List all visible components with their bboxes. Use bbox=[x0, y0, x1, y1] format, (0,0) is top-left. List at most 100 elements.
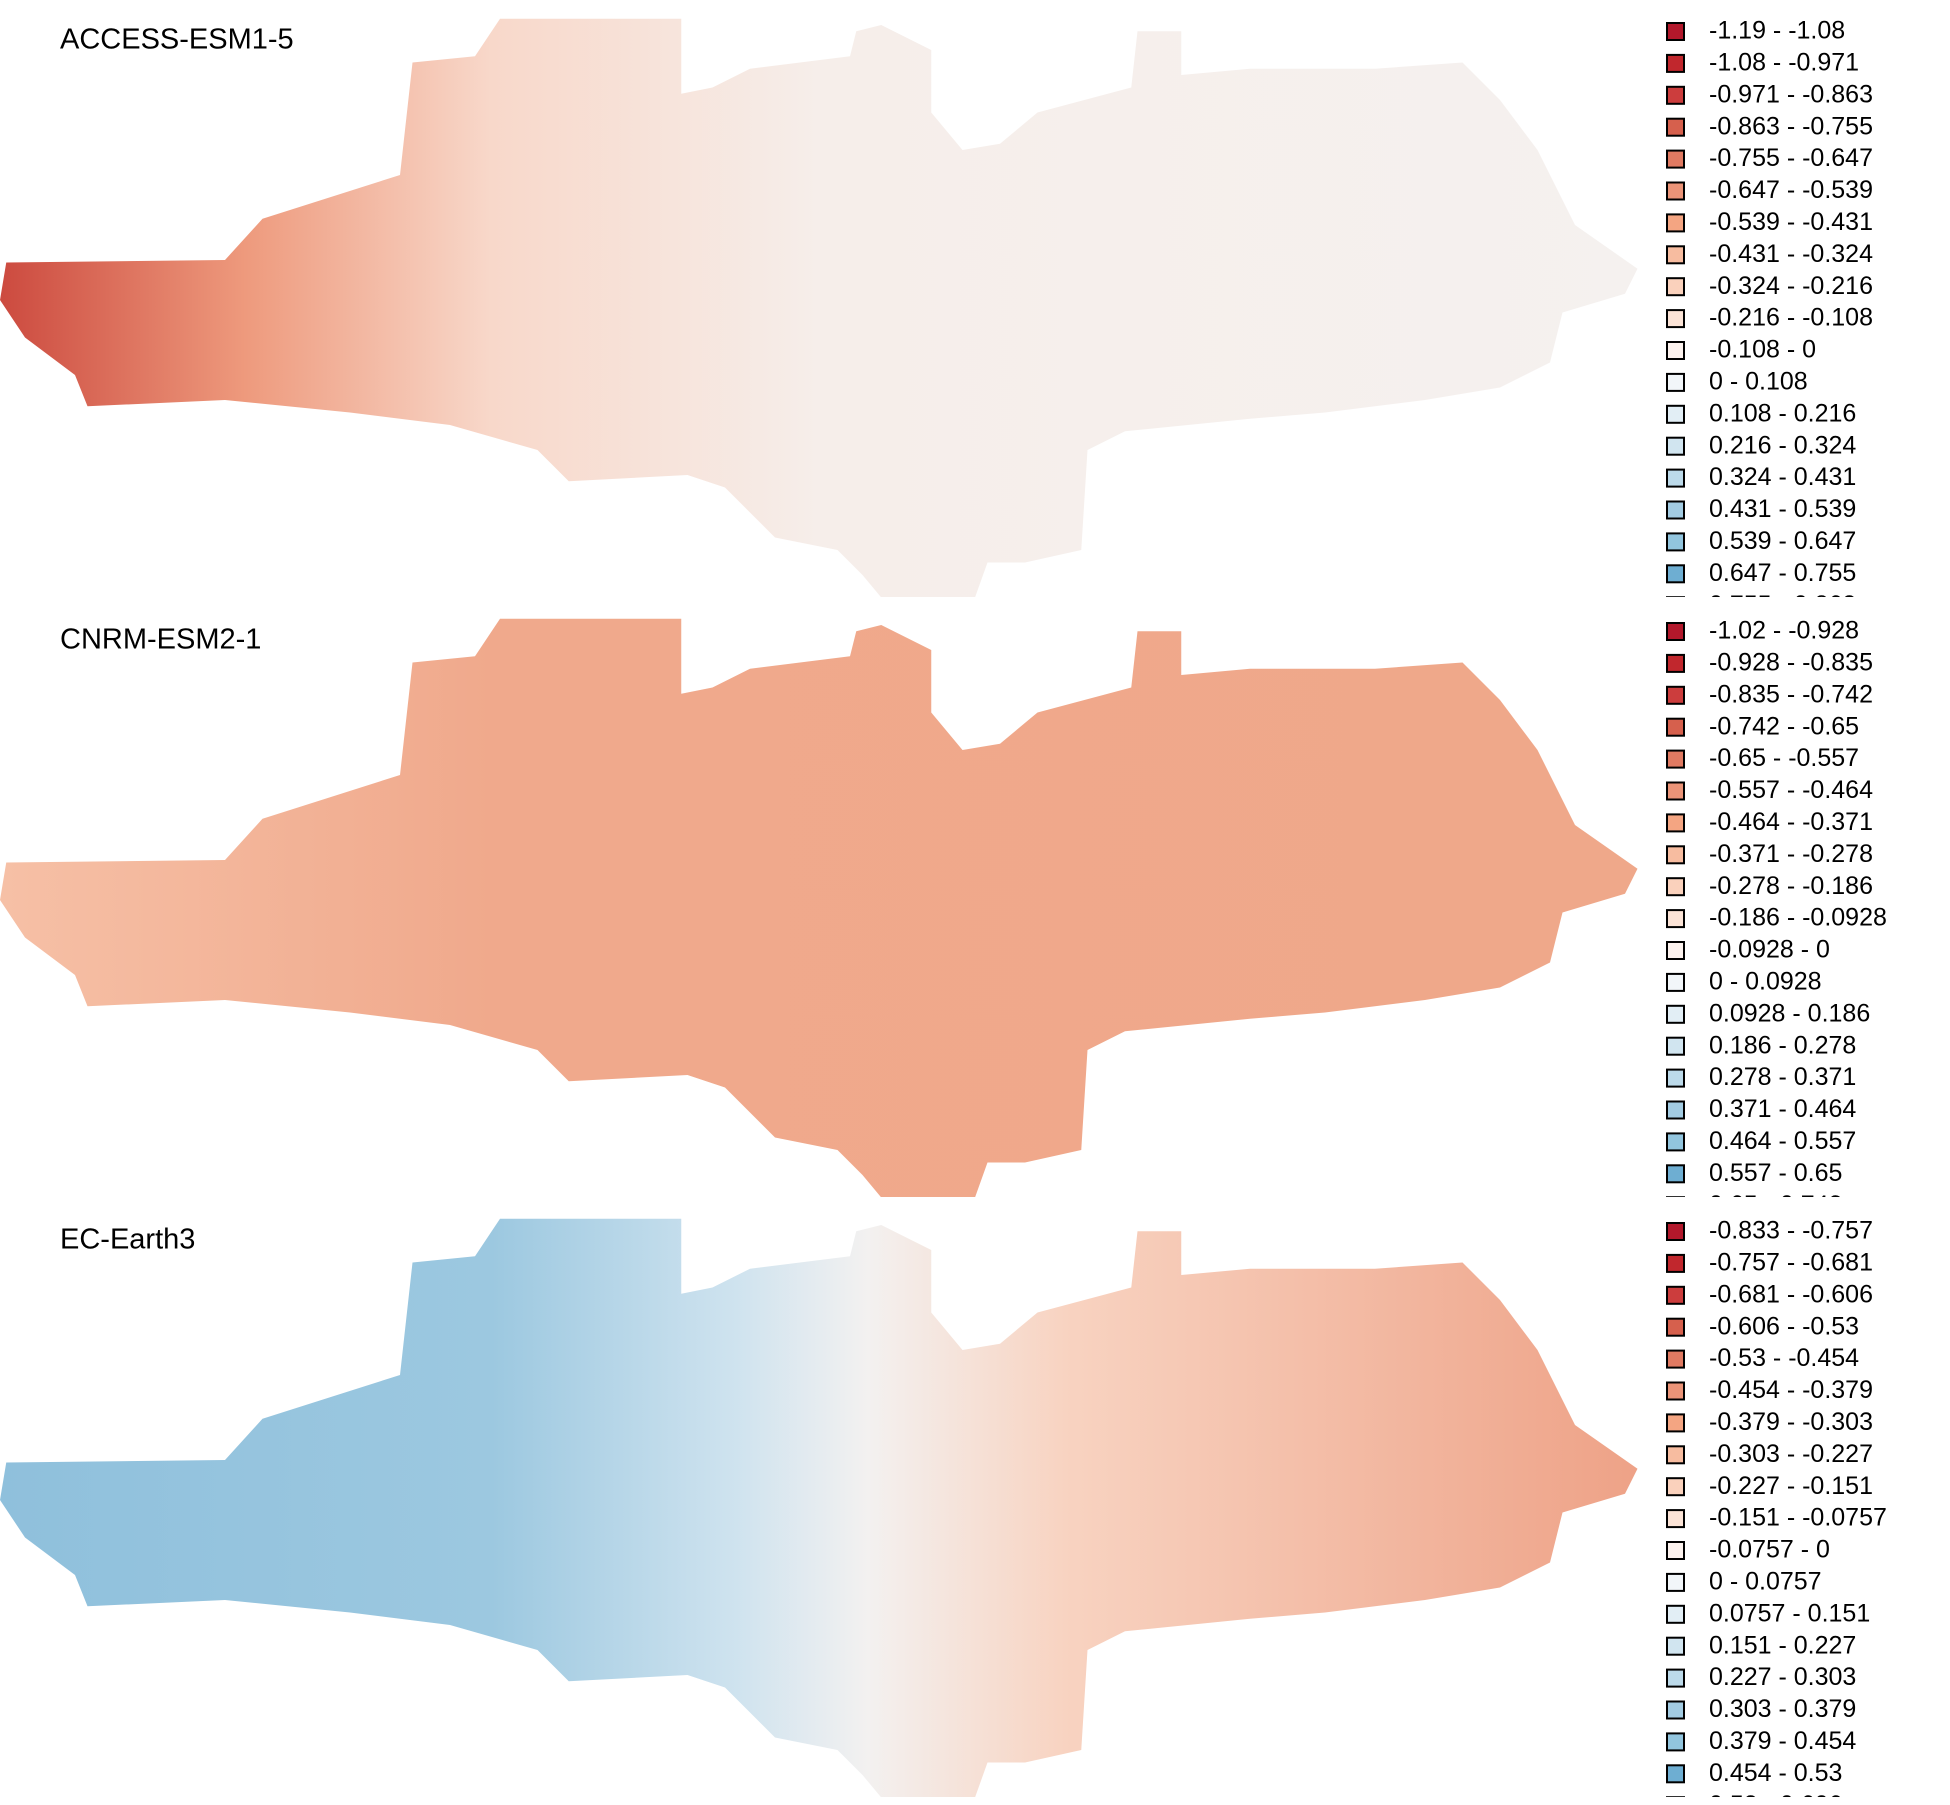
legend-label: -1.08 - -0.971 bbox=[1709, 49, 1859, 77]
legend-swatch bbox=[1666, 1164, 1685, 1184]
legend-swatch bbox=[1666, 749, 1685, 769]
legend-label: -0.928 - -0.835 bbox=[1709, 649, 1873, 677]
legend-swatch bbox=[1666, 1413, 1685, 1433]
legend-swatch bbox=[1666, 309, 1685, 329]
legend-swatch bbox=[1666, 717, 1685, 737]
legend-label: 0.454 - 0.53 bbox=[1709, 1759, 1842, 1787]
legend-label: 0.303 - 0.379 bbox=[1709, 1695, 1856, 1723]
legend-swatch bbox=[1666, 909, 1685, 929]
legend-swatch bbox=[1666, 22, 1685, 41]
legend-label: -1.02 - -0.928 bbox=[1709, 617, 1859, 645]
legend-swatch bbox=[1666, 813, 1685, 833]
legend-swatch bbox=[1666, 622, 1685, 641]
legend-swatch bbox=[1666, 1700, 1685, 1720]
legend-label: -1.19 - -1.08 bbox=[1709, 17, 1845, 45]
legend-label: 0.464 - 0.557 bbox=[1709, 1127, 1856, 1155]
legend-label: 0 - 0.108 bbox=[1709, 368, 1808, 396]
legend-label: 0.557 - 0.65 bbox=[1709, 1159, 1842, 1187]
legend-label: -0.186 - -0.0928 bbox=[1709, 904, 1887, 932]
legend-label: -0.742 - -0.65 bbox=[1709, 712, 1859, 740]
legend-label: -0.431 - -0.324 bbox=[1709, 240, 1873, 268]
legend-swatch bbox=[1666, 781, 1685, 801]
legend-swatch bbox=[1666, 1668, 1685, 1688]
legend-swatch bbox=[1666, 972, 1685, 992]
legend-swatch bbox=[1666, 149, 1685, 169]
legend-label: -0.539 - -0.431 bbox=[1709, 208, 1873, 236]
legend-label: -0.278 - -0.186 bbox=[1709, 872, 1873, 900]
legend-swatch bbox=[1666, 1196, 1685, 1197]
legend-swatch bbox=[1666, 277, 1685, 297]
map-region bbox=[0, 1218, 1638, 1797]
legend-label: -0.835 - -0.742 bbox=[1709, 680, 1873, 708]
legend-label: -0.0928 - 0 bbox=[1709, 936, 1830, 964]
legend-label: -0.971 - -0.863 bbox=[1709, 80, 1873, 108]
legend-label: -0.371 - -0.278 bbox=[1709, 840, 1873, 868]
legend-label: 0.151 - 0.227 bbox=[1709, 1631, 1856, 1659]
legend-label: 0 - 0.0757 bbox=[1709, 1568, 1822, 1596]
map-panel: CNRM-ESM2-1 -1.02 - -0.928 -0.928 - -0.835… bbox=[0, 617, 1887, 1219]
legend-label: 0.647 - 0.755 bbox=[1709, 559, 1856, 587]
legend-label: 0.278 - 0.371 bbox=[1709, 1063, 1856, 1091]
panel-title: CNRM-ESM2-1 bbox=[60, 624, 261, 656]
legend-swatch bbox=[1666, 1100, 1685, 1120]
legend-swatch bbox=[1666, 1764, 1685, 1784]
legend-swatch bbox=[1666, 1381, 1685, 1401]
legend-label: -0.227 - -0.151 bbox=[1709, 1472, 1873, 1500]
legend-label: -0.303 - -0.227 bbox=[1709, 1440, 1873, 1468]
legend-swatch bbox=[1666, 1349, 1685, 1369]
legend-swatch bbox=[1666, 877, 1685, 897]
legend-swatch bbox=[1666, 1445, 1685, 1465]
legend-label: 0.431 - 0.539 bbox=[1709, 495, 1856, 523]
map-panel: ACCESS-ESM1-5 -1.19 - -1.08 -1.08 - -0.971… bbox=[0, 17, 1873, 619]
legend-swatch bbox=[1666, 1132, 1685, 1152]
legend-swatch bbox=[1666, 1636, 1685, 1656]
legend-swatch bbox=[1666, 500, 1685, 520]
legend-swatch bbox=[1666, 436, 1685, 456]
map-region bbox=[0, 618, 1638, 1197]
legend-label: 0 - 0.0928 bbox=[1709, 968, 1822, 996]
legend-swatch bbox=[1666, 1317, 1685, 1337]
legend-swatch bbox=[1666, 1541, 1685, 1560]
legend-swatch bbox=[1666, 53, 1685, 73]
legend-swatch bbox=[1666, 1572, 1685, 1592]
legend-swatch bbox=[1666, 1253, 1685, 1273]
legend-swatch bbox=[1666, 532, 1685, 552]
legend-label: -0.53 - -0.454 bbox=[1709, 1344, 1859, 1372]
legend-swatch bbox=[1666, 845, 1685, 865]
legend-swatch bbox=[1666, 213, 1685, 233]
map-panel: EC-Earth3 -0.833 - -0.757 -0.757 - -0.681 -… bbox=[0, 1217, 1887, 1800]
legend-swatch bbox=[1666, 1068, 1685, 1088]
legend-label: -0.647 - -0.539 bbox=[1709, 176, 1873, 204]
legend-label: -0.606 - -0.53 bbox=[1709, 1312, 1859, 1340]
legend-label: -0.557 - -0.464 bbox=[1709, 776, 1873, 804]
legend-label: -0.757 - -0.681 bbox=[1709, 1249, 1873, 1277]
legend-swatch bbox=[1666, 1036, 1685, 1056]
legend-swatch bbox=[1666, 1477, 1685, 1497]
legend-label: 0.65 - 0.742 bbox=[1709, 1191, 1842, 1219]
legend-label: 0.755 - 0.863 bbox=[1709, 591, 1856, 619]
legend-label: -0.324 - -0.216 bbox=[1709, 272, 1873, 300]
legend-swatch bbox=[1666, 85, 1685, 105]
legend-swatch bbox=[1666, 468, 1685, 488]
legend-label: -0.833 - -0.757 bbox=[1709, 1217, 1873, 1245]
legend-label: -0.0757 - 0 bbox=[1709, 1536, 1830, 1564]
legend-label: 0.216 - 0.324 bbox=[1709, 431, 1856, 459]
legend-swatch bbox=[1666, 1004, 1685, 1024]
legend-label: 0.0928 - 0.186 bbox=[1709, 999, 1870, 1027]
legend-swatch bbox=[1666, 1604, 1685, 1624]
legend-label: -0.755 - -0.647 bbox=[1709, 144, 1873, 172]
legend-swatch bbox=[1666, 117, 1685, 137]
legend-swatch bbox=[1666, 1509, 1685, 1529]
legend-label: 0.0757 - 0.151 bbox=[1709, 1599, 1870, 1627]
legend-swatch bbox=[1666, 564, 1685, 584]
legend-label: 0.53 - 0.606 bbox=[1709, 1791, 1842, 1800]
legend-label: -0.151 - -0.0757 bbox=[1709, 1504, 1887, 1532]
legend-swatch bbox=[1666, 372, 1685, 392]
panel-title: EC-Earth3 bbox=[60, 1224, 195, 1256]
legend-label: -0.464 - -0.371 bbox=[1709, 808, 1873, 836]
legend-swatch bbox=[1666, 1732, 1685, 1752]
legend-swatch bbox=[1666, 685, 1685, 705]
legend-label: -0.216 - -0.108 bbox=[1709, 304, 1873, 332]
legend-swatch bbox=[1666, 1285, 1685, 1305]
